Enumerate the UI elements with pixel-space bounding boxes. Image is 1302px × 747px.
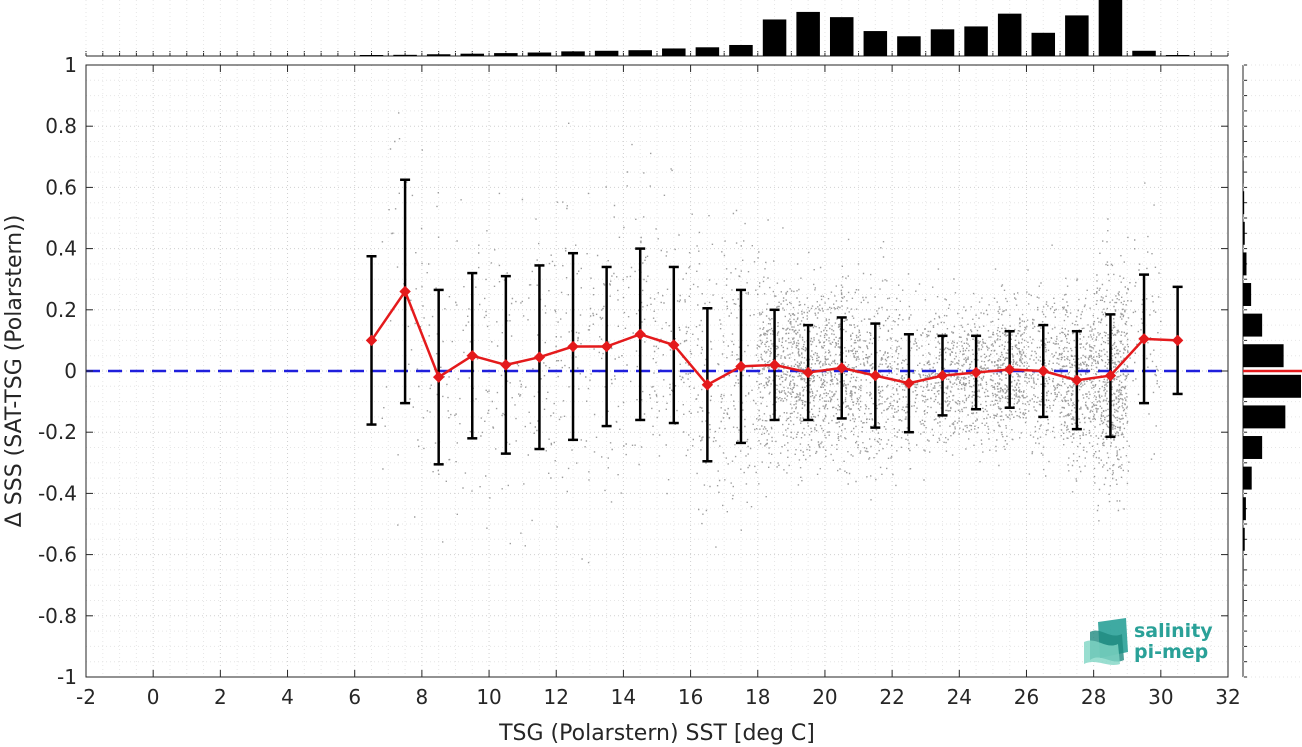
top-histogram-bar	[931, 29, 955, 56]
right-histogram-bar	[1243, 191, 1244, 214]
logo-line-1: salinity	[1134, 620, 1213, 642]
top-histogram-bar	[1099, 0, 1123, 56]
top-histogram-bar	[1065, 15, 1089, 56]
x-tick-label: 16	[678, 685, 703, 709]
top-histogram-bar	[1032, 33, 1056, 56]
y-tick-label: -0.8	[38, 604, 77, 628]
top-histogram-bar	[561, 51, 585, 56]
x-tick-label: 24	[947, 685, 972, 709]
right-histogram-bar	[1243, 252, 1246, 275]
right-histogram-bar	[1243, 222, 1245, 245]
top-histogram-bar	[528, 53, 552, 56]
top-histogram-bar	[393, 55, 417, 56]
x-tick-label: 18	[745, 685, 770, 709]
right-histogram-bar	[1243, 314, 1262, 337]
y-tick-label: -0.4	[38, 481, 77, 505]
right-histogram-bar	[1243, 405, 1285, 428]
x-tick-label: 10	[476, 685, 501, 709]
top-histogram-bar	[1166, 55, 1190, 56]
top-histogram-bar	[662, 48, 686, 56]
right-histogram-bar	[1243, 528, 1245, 551]
logo-line-2: pi-mep	[1134, 641, 1208, 663]
x-tick-label: 6	[348, 685, 361, 709]
y-tick-label: 0.8	[45, 114, 77, 138]
top-histogram-bar	[494, 53, 518, 56]
x-axis-label: TSG (Polarstern) SST [deg C]	[498, 721, 815, 746]
top-histogram-bar	[864, 31, 888, 56]
top-histogram-bar	[830, 17, 854, 56]
y-axis-label: Δ SSS (SAT-TSG (Polarstern))	[2, 215, 27, 528]
x-tick-label: 22	[879, 685, 904, 709]
y-tick-label: 1	[64, 53, 77, 77]
y-tick-label: 0.2	[45, 298, 77, 322]
right-histogram-bar	[1243, 283, 1251, 306]
top-histogram-bar	[964, 26, 988, 56]
y-tick-label: 0.6	[45, 175, 77, 199]
y-tick-label: -0.2	[38, 420, 77, 444]
top-histogram-bar	[729, 45, 753, 56]
y-tick-label: 0.4	[45, 237, 77, 261]
x-tick-label: 28	[1081, 685, 1106, 709]
top-histogram-bar	[696, 47, 720, 56]
top-histogram-bar	[763, 19, 787, 56]
right-histogram-bar	[1243, 558, 1244, 581]
x-tick-label: 14	[611, 685, 636, 709]
right-histogram-bar	[1243, 375, 1301, 398]
top-histogram-bar	[1132, 51, 1156, 56]
y-tick-label: -1	[57, 665, 77, 689]
y-tick-label: -0.6	[38, 543, 77, 567]
top-histogram-bar	[998, 14, 1022, 56]
right-histogram-bar	[1243, 130, 1244, 153]
x-tick-label: 4	[281, 685, 294, 709]
x-tick-label: 0	[147, 685, 160, 709]
right-histogram-bar	[1243, 497, 1246, 520]
right-histogram-bar	[1243, 467, 1252, 490]
top-histogram-bar	[897, 36, 921, 56]
right-histogram-bar	[1243, 589, 1244, 612]
top-histogram-bar	[360, 55, 384, 56]
x-tick-label: 20	[812, 685, 837, 709]
x-tick-label: -2	[76, 685, 96, 709]
x-tick-label: 32	[1215, 685, 1240, 709]
top-histogram-bar	[628, 50, 652, 56]
salinity-pi-mep-logo: salinity pi-mep	[1084, 618, 1213, 665]
y-tick-label: 0	[64, 359, 77, 383]
x-tick-label: 8	[416, 685, 429, 709]
top-histogram-bar	[796, 12, 820, 56]
x-tick-label: 2	[214, 685, 227, 709]
right-histogram-bar	[1243, 436, 1262, 459]
top-histogram-bar	[595, 51, 619, 56]
right-histogram-bar	[1243, 344, 1284, 367]
x-tick-label: 26	[1014, 685, 1039, 709]
x-tick-label: 30	[1148, 685, 1173, 709]
right-histogram-bar	[1243, 161, 1244, 184]
x-tick-label: 12	[544, 685, 569, 709]
top-histogram-bar	[427, 54, 451, 56]
top-histogram-bar	[461, 54, 485, 56]
